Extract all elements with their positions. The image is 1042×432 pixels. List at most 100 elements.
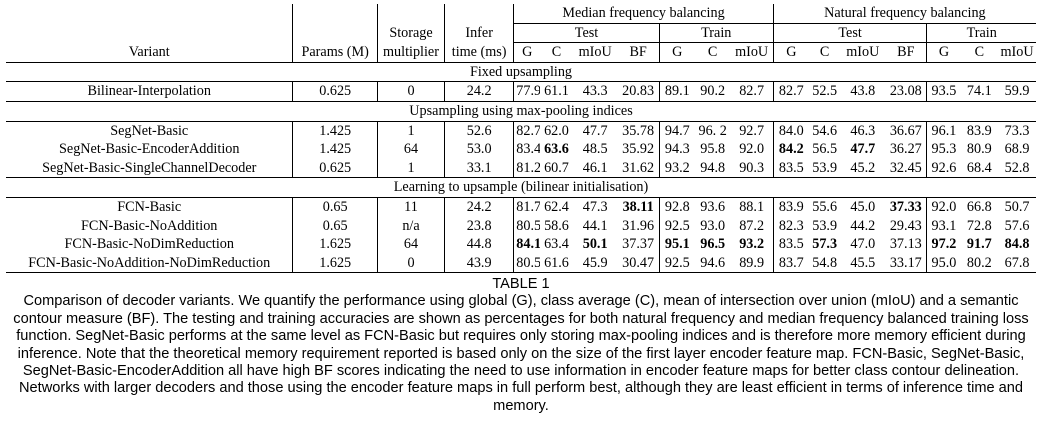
metric-cell: 67.8	[998, 253, 1036, 274]
paper-figure: Median frequency balancing Natural frequ…	[6, 4, 1036, 415]
metric-cell: 33.17	[885, 253, 928, 274]
best-value: 95.1	[664, 236, 690, 253]
metric-cell: 63.6	[540, 140, 573, 159]
variant-cell: SegNet-Basic	[6, 121, 294, 141]
metric-cell: 88.1	[730, 197, 774, 217]
metric-cell: 68.4	[966, 159, 992, 176]
infer-header-line1: Infer	[444, 23, 515, 43]
metric-cell: 62.4	[544, 198, 569, 215]
metric-cell: 61.1	[544, 83, 569, 100]
variant-cell: Bilinear-Interpolation	[6, 81, 294, 102]
median-train-header: Train	[659, 23, 774, 43]
metric-header-c: C	[540, 42, 573, 63]
params-cell: 1.625	[292, 253, 378, 274]
params-cell: 1.425	[292, 140, 378, 159]
metric-cell: 73.3	[1004, 122, 1030, 139]
params-cell: 1.625	[292, 235, 378, 254]
variant-cell: FCN-Basic-NoAddition-NoDimReduction	[6, 253, 294, 274]
params-cell: 0.625	[292, 81, 378, 102]
best-value: 93.2	[739, 236, 765, 253]
metric-cell: 53.9	[812, 217, 838, 234]
metric-cell: 95.8	[700, 141, 726, 158]
section-title: Learning to upsample (bilinear initialis…	[6, 177, 1036, 198]
metric-cell: 47.3	[582, 198, 608, 215]
metric-cell: 48.5	[582, 141, 608, 158]
best-value: 84.8	[1004, 236, 1030, 253]
metric-cell: 94.3	[664, 141, 690, 158]
table-row: SegNet-Basic-EncoderAddition 1.425 64 53.0 8…	[6, 140, 1036, 159]
table-row: FCN-Basic-NoDimReduction 1.625 64 44.8 84.1 6…	[6, 235, 1036, 254]
section-title: Upsampling using max-pooling indices	[6, 100, 1036, 122]
metric-cell: 96. 2	[698, 122, 727, 139]
best-value: 91.7	[966, 236, 992, 253]
storage-cell: 64	[377, 235, 446, 254]
metric-cell: 92.0	[931, 198, 957, 215]
storage-cell: 1	[377, 121, 446, 141]
metric-cell: 95.0	[926, 253, 961, 274]
best-value: 63.6	[544, 141, 569, 158]
metric-cell: 63.4	[544, 236, 569, 253]
metric-cell: 83.9	[778, 198, 804, 215]
metric-cell: 66.8	[966, 198, 992, 215]
infer-cell: 24.2	[444, 81, 515, 102]
metric-cell: 36.67	[885, 121, 928, 141]
metric-cell: 38.11	[617, 197, 660, 217]
metric-cell: 92.8	[664, 198, 690, 215]
storage-cell: 0	[377, 81, 446, 102]
metric-cell: 37.33	[885, 197, 928, 217]
metric-cell: 77.9	[516, 83, 541, 100]
best-value: 50.1	[582, 236, 608, 253]
metric-cell: 91.7	[960, 235, 998, 254]
metric-cell: 62.0	[544, 122, 569, 139]
infer-cell: 43.9	[444, 253, 515, 274]
metric-cell: 82.3	[778, 217, 804, 234]
natural-test-header: Test	[773, 23, 928, 43]
metric-cell: 60.7	[544, 159, 569, 176]
metric-cell: 93.5	[931, 83, 957, 100]
table-row: SegNet-Basic 1.425 1 52.6 82.7 62.0 47.7 35.78 9…	[6, 121, 1036, 141]
metric-header-miou: mIoU	[840, 42, 886, 63]
section-header-row: Fixed upsampling	[6, 61, 1036, 83]
natural-group-header: Natural frequency balancing	[773, 4, 1036, 24]
variant-cell: FCN-Basic-NoDimReduction	[6, 235, 294, 254]
table-body: Fixed upsampling Bilinear-Interpolation 0.…	[6, 61, 1036, 274]
metric-cell: 90.3	[730, 158, 774, 178]
storage-header-line2: multiplier	[377, 42, 446, 63]
metric-cell: 83.7	[773, 253, 809, 274]
best-value: 96.5	[700, 236, 726, 253]
section-header-row: Learning to upsample (bilinear initialis…	[6, 177, 1036, 198]
metric-cell: 43.3	[582, 83, 608, 100]
metric-cell: 84.0	[778, 122, 804, 139]
params-header: Params (M)	[292, 23, 378, 63]
metric-cell: 45.5	[840, 253, 886, 274]
metric-cell: 82.7	[516, 122, 541, 139]
infer-cell: 44.8	[444, 235, 515, 254]
metric-header-g: G	[773, 42, 809, 63]
table-row: FCN-Basic 0.65 11 24.2 81.7 62.4 47.3 38.11 92.8…	[6, 197, 1036, 217]
metric-cell: 68.9	[1004, 141, 1030, 158]
table-row: Bilinear-Interpolation 0.625 0 24.2 77.9 61.1…	[6, 81, 1036, 102]
table-row: FCN-Basic-NoAddition-NoDimReduction 1.625…	[6, 253, 1036, 274]
metric-cell: 74.1	[966, 83, 992, 100]
metric-cell: 54.8	[808, 253, 841, 274]
table-row: FCN-Basic-NoAddition 0.65 n/a 23.8 80.5 58.6 4…	[6, 216, 1036, 236]
metric-cell: 80.5	[513, 253, 541, 274]
metric-cell: 43.8	[850, 83, 876, 100]
metric-cell: 20.83	[617, 81, 660, 102]
metric-header-c: C	[694, 42, 731, 63]
metric-cell: 37.13	[885, 235, 928, 254]
best-value: 97.2	[931, 236, 957, 253]
metric-cell: 45.0	[850, 198, 876, 215]
metric-cell: 47.0	[850, 236, 876, 253]
metric-header-g: G	[926, 42, 961, 63]
metric-cell: 55.6	[812, 198, 838, 215]
table-caption-title: TABLE 1	[492, 276, 550, 293]
metric-cell: 84.8	[998, 235, 1036, 254]
metric-cell: 37.37	[617, 235, 660, 254]
storage-cell: 64	[377, 140, 446, 159]
metric-cell: 50.7	[1004, 198, 1030, 215]
storage-cell: 1	[377, 158, 446, 178]
metric-cell: 90.2	[700, 83, 726, 100]
metric-cell: 94.7	[664, 122, 690, 139]
metric-cell: 92.7	[730, 121, 774, 141]
